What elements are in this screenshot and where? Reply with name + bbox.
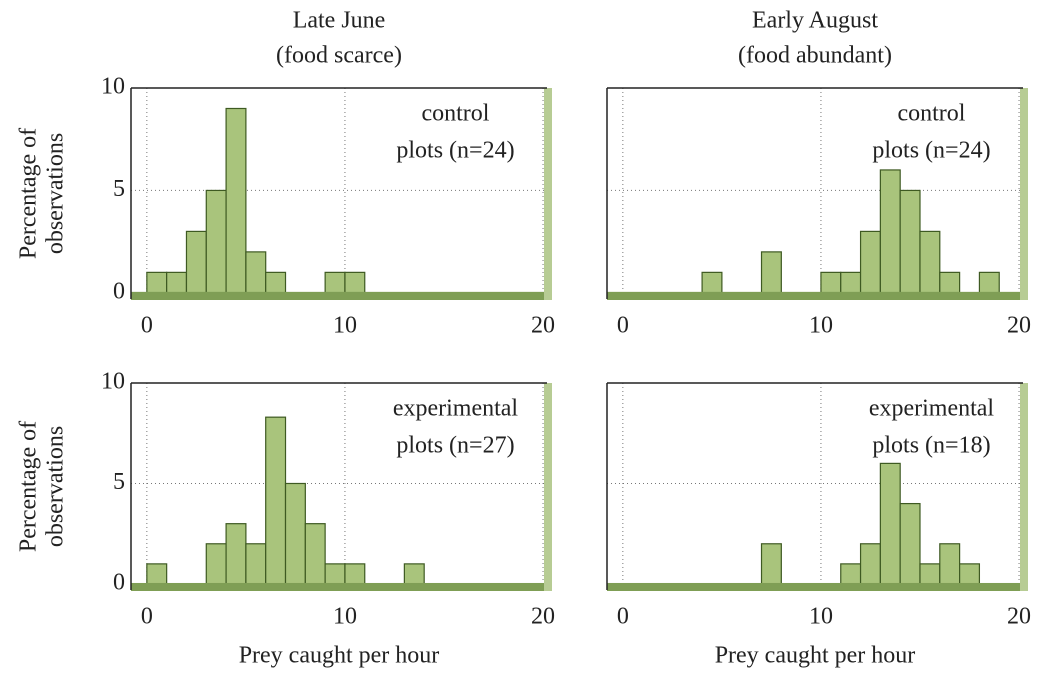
annotation: control <box>897 101 965 127</box>
y-tick-label: 10 <box>101 369 125 395</box>
x-axis-label: Prey caught per hour <box>715 643 916 669</box>
annotation: plots (n=27) <box>396 433 514 459</box>
y-axis-label: observations <box>43 426 69 547</box>
x-tick-label: 10 <box>809 604 833 630</box>
x-tick-label: 10 <box>333 313 357 339</box>
bar <box>166 271 188 294</box>
bar <box>265 416 287 585</box>
annotation: experimental <box>869 396 995 422</box>
bar <box>245 251 267 294</box>
x-tick-label: 10 <box>809 313 833 339</box>
x-tick-label: 20 <box>1007 313 1031 339</box>
annotation: plots (n=18) <box>872 433 990 459</box>
panel-title: Late June <box>293 8 386 34</box>
baseline-strip <box>131 582 547 591</box>
x-tick-label: 0 <box>141 313 153 339</box>
bar <box>205 189 227 294</box>
bar <box>265 271 287 294</box>
right-edge-strip <box>544 88 552 300</box>
bar <box>245 543 267 585</box>
annotation: experimental <box>393 396 519 422</box>
annotation: control <box>421 101 489 127</box>
y-tick-label: 5 <box>113 469 125 495</box>
x-tick-label: 20 <box>1007 604 1031 630</box>
x-tick-label: 0 <box>141 604 153 630</box>
bar <box>840 563 862 585</box>
panel-subtitle: (food scarce) <box>276 43 402 69</box>
bar <box>760 543 782 585</box>
annotation: plots (n=24) <box>396 138 514 164</box>
x-tick-label: 10 <box>333 604 357 630</box>
bar <box>820 271 842 294</box>
x-axis-label: Prey caught per hour <box>239 643 440 669</box>
bar <box>899 502 921 585</box>
bar <box>344 563 366 585</box>
bar <box>284 482 306 585</box>
y-axis-label: Percentage of <box>16 421 42 552</box>
baseline-strip <box>607 582 1023 591</box>
bar <box>859 543 881 585</box>
bar <box>344 271 366 294</box>
bar <box>701 271 723 294</box>
y-tick-label: 0 <box>113 278 125 304</box>
x-tick-label: 20 <box>531 313 555 339</box>
y-tick-label: 5 <box>113 176 125 202</box>
bar <box>978 271 1000 294</box>
bar <box>840 271 862 294</box>
bar <box>899 189 921 294</box>
right-edge-strip <box>1020 88 1028 300</box>
bar <box>146 271 168 294</box>
panel-subtitle: (food abundant) <box>738 43 892 69</box>
x-tick-label: 0 <box>617 604 629 630</box>
bar <box>919 230 941 294</box>
bar <box>879 169 901 294</box>
bar <box>879 462 901 585</box>
bar <box>225 107 247 294</box>
bar <box>304 523 326 585</box>
y-tick-label: 0 <box>113 569 125 595</box>
bar <box>919 563 941 585</box>
right-edge-strip <box>544 383 552 591</box>
bar <box>939 543 961 585</box>
y-axis-label: Percentage of <box>16 128 42 259</box>
bar <box>324 271 346 294</box>
bar <box>760 251 782 294</box>
bar <box>939 271 961 294</box>
y-tick-label: 10 <box>101 74 125 100</box>
bar <box>403 563 425 585</box>
right-edge-strip <box>1020 383 1028 591</box>
bar <box>185 230 207 294</box>
baseline-strip <box>607 291 1023 300</box>
baseline-strip <box>131 291 547 300</box>
panel-title: Early August <box>752 8 878 34</box>
bar <box>225 523 247 585</box>
bar <box>324 563 346 585</box>
x-tick-label: 20 <box>531 604 555 630</box>
annotation: plots (n=24) <box>872 138 990 164</box>
bar <box>959 563 981 585</box>
x-tick-label: 0 <box>617 313 629 339</box>
bar <box>146 563 168 585</box>
bar <box>205 543 227 585</box>
y-axis-label: observations <box>43 133 69 254</box>
bar <box>859 230 881 294</box>
